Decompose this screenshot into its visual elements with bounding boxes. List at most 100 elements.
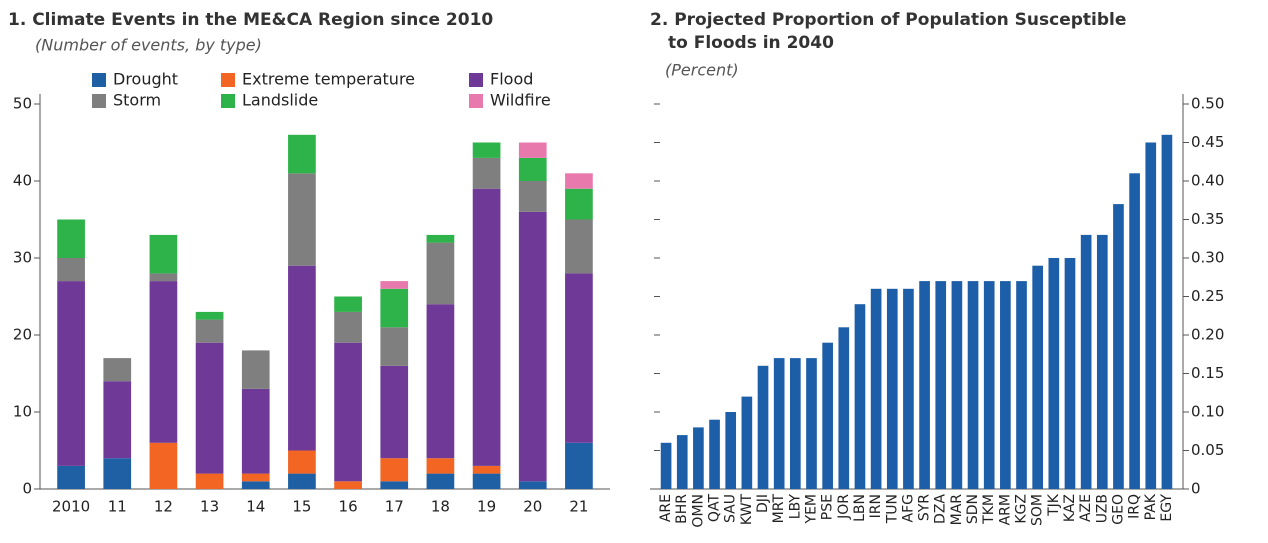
chart-title: 2. Projected Proportion of Population Su…: [650, 10, 1126, 30]
bar-segment: [565, 188, 593, 220]
x-tick-label: ARE: [658, 494, 674, 522]
legend-label: Drought: [113, 70, 178, 89]
bar-segment: [195, 342, 224, 474]
bar: [1161, 134, 1173, 490]
bar-segment: [103, 358, 132, 382]
bar-segment: [426, 234, 455, 243]
bar: [838, 327, 850, 489]
bar-segment: [334, 296, 362, 312]
y-tick-label: 0.50: [1191, 95, 1224, 113]
bar-segment: [241, 473, 270, 482]
x-tick-label: TKM: [981, 494, 997, 525]
x-tick-label: ARM: [997, 494, 1013, 525]
y-tick-label: 0.20: [1191, 326, 1224, 344]
bar: [676, 435, 688, 489]
x-tick-label: TJK: [1046, 493, 1062, 517]
bar-segment: [334, 311, 362, 343]
x-tick-label: 17: [385, 498, 404, 516]
bar-segment: [288, 265, 316, 451]
y-tick-label: 0.30: [1191, 249, 1224, 267]
bar-segment: [565, 173, 593, 189]
bar-segment: [380, 365, 409, 459]
bar-segment: [241, 388, 270, 474]
bar-segment: [565, 442, 593, 489]
x-tick-label: SDN: [965, 494, 981, 524]
y-tick-label: 0: [22, 480, 32, 498]
bar-segment: [288, 450, 316, 474]
bar: [773, 358, 785, 489]
y-tick-label: 0.25: [1191, 287, 1224, 305]
bar-segment: [380, 288, 409, 328]
bar: [1129, 173, 1140, 490]
legend-label: Landslide: [242, 91, 318, 110]
bar-segment: [103, 381, 132, 459]
bar-segment: [426, 473, 455, 489]
legend-swatch: [469, 94, 483, 108]
bar-segment: [149, 273, 178, 282]
x-tick-label: 15: [292, 498, 311, 516]
x-tick-label: EGY: [1159, 494, 1175, 522]
y-tick-label: 0.35: [1191, 210, 1224, 228]
bar-segment: [334, 342, 362, 482]
x-tick-label: DJI: [755, 494, 771, 513]
bar: [935, 281, 947, 489]
bar: [1016, 281, 1027, 489]
bar: [903, 288, 914, 489]
x-tick-label: GEO: [1110, 494, 1126, 525]
x-tick-label: QAT: [707, 494, 723, 523]
bar-segment: [472, 473, 501, 489]
bar: [822, 342, 833, 489]
bar-segment: [380, 327, 409, 366]
x-tick-label: JOR: [836, 494, 852, 520]
y-tick-label: 0: [1191, 480, 1201, 498]
legend-swatch: [469, 73, 483, 87]
x-tick-label: LBY: [787, 494, 803, 520]
bar: [789, 358, 801, 489]
bar: [967, 281, 979, 489]
y-tick-label: 0.45: [1191, 133, 1224, 151]
bar: [660, 442, 672, 489]
x-tick-label: IRQ: [1127, 494, 1143, 519]
bar-segment: [518, 481, 547, 489]
legend-swatch: [92, 94, 106, 108]
bar-segment: [518, 181, 547, 212]
bar-segment: [518, 211, 547, 482]
bar-segment: [241, 481, 270, 489]
x-tick-label: 21: [569, 498, 588, 516]
x-tick-label: TUN: [884, 494, 900, 524]
bar: [1080, 234, 1092, 489]
bar-segment: [472, 157, 501, 189]
legend-swatch: [221, 94, 235, 108]
bar-segment: [103, 458, 132, 489]
legend-swatch: [92, 73, 106, 87]
bar: [1113, 204, 1124, 489]
bar: [919, 281, 930, 489]
bar: [709, 419, 720, 489]
bar-segment: [380, 481, 409, 489]
bar-segment: [426, 242, 455, 305]
bar-segment: [195, 473, 224, 489]
x-tick-label: 14: [246, 498, 265, 516]
bar-segment: [288, 134, 316, 174]
x-tick-label: KWT: [739, 494, 755, 526]
x-tick-label: BHR: [674, 494, 690, 524]
x-tick-label: SAU: [723, 494, 739, 523]
x-tick-label: MRT: [771, 494, 787, 524]
y-tick-label: 10: [13, 403, 32, 421]
x-tick-label: 2010: [52, 498, 90, 516]
bar-segment: [149, 442, 178, 489]
bar-segment: [288, 173, 316, 266]
x-tick-label: YEM: [803, 494, 819, 524]
legend-label: Wildfire: [490, 91, 551, 110]
x-tick-label: KAZ: [1062, 494, 1078, 522]
bar-segment: [241, 350, 270, 389]
x-tick-label: AZE: [1078, 494, 1094, 522]
chart-subtitle: (Percent): [665, 61, 739, 80]
y-tick-label: 0.05: [1191, 441, 1224, 459]
bar-segment: [565, 273, 593, 443]
y-tick-label: 0.15: [1191, 364, 1224, 382]
x-tick-label: 12: [154, 498, 173, 516]
bar: [854, 304, 866, 489]
x-tick-label: PSE: [820, 494, 836, 520]
